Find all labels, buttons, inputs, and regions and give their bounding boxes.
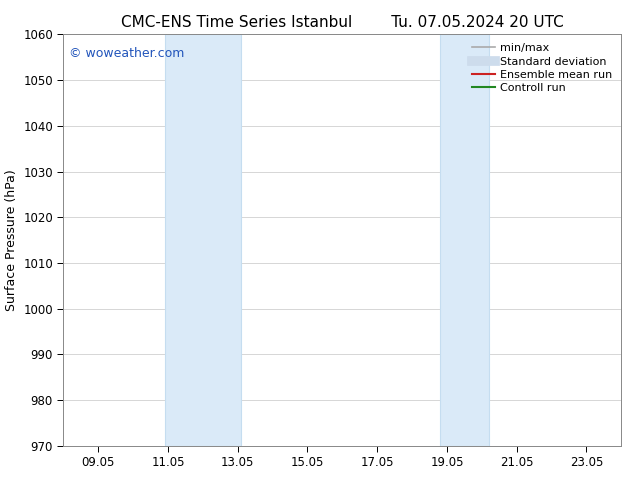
- Text: © woweather.com: © woweather.com: [69, 47, 184, 60]
- Bar: [440, 34, 489, 446]
- Title: CMC-ENS Time Series Istanbul        Tu. 07.05.2024 20 UTC: CMC-ENS Time Series Istanbul Tu. 07.05.2…: [121, 15, 564, 30]
- Legend: min/max, Standard deviation, Ensemble mean run, Controll run: min/max, Standard deviation, Ensemble me…: [469, 40, 616, 97]
- Bar: [165, 34, 241, 446]
- Y-axis label: Surface Pressure (hPa): Surface Pressure (hPa): [4, 169, 18, 311]
